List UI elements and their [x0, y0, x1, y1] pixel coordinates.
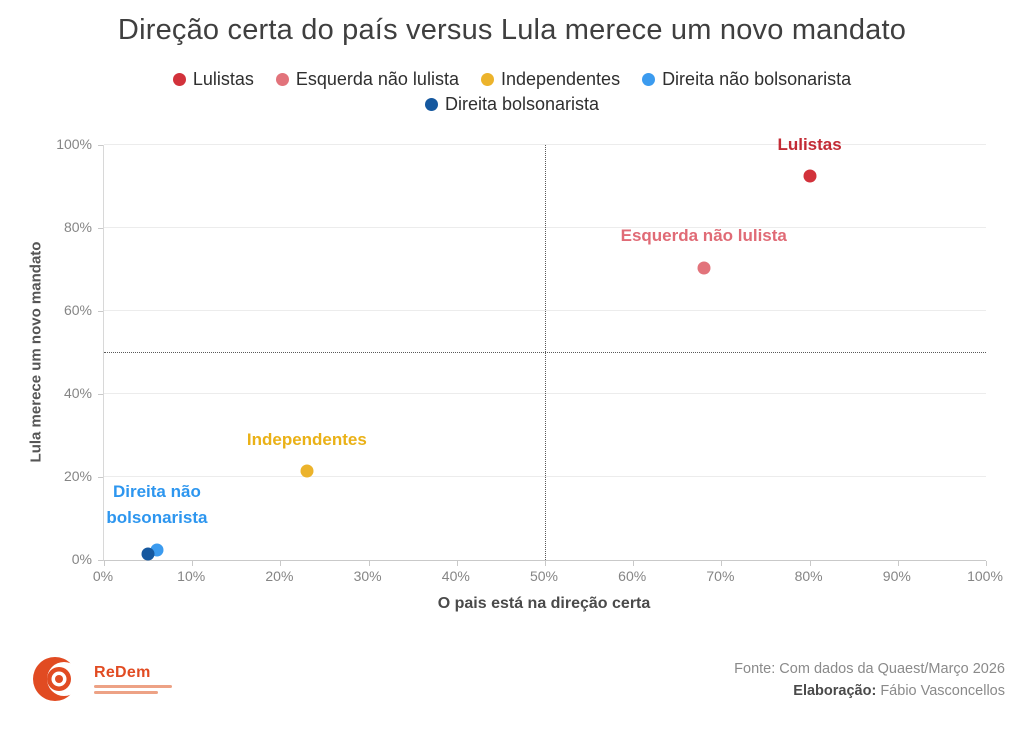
point-direita-bolsonarista — [141, 547, 155, 561]
legend-row-1: Lulistas Esquerda não lulista Independente… — [172, 69, 851, 90]
y-tick-mark-0 — [98, 560, 103, 561]
source-block: Fonte: Com dados da Quaest/Março 2026 El… — [734, 658, 1005, 702]
legend-item-esquerda-nao-lulista: Esquerda não lulista — [275, 69, 459, 90]
elaboration-label: Elaboração: — [793, 683, 877, 699]
x-tick-label-70: 70% — [706, 568, 735, 584]
x-tick-mark-100 — [986, 561, 987, 566]
legend-dot-esquerda-nao-lulista — [275, 73, 289, 86]
legend-item-lulistas: Lulistas — [172, 69, 254, 90]
point-label-direita-nao-bolsonarista: Direita não bolsonarista — [106, 482, 208, 528]
legend-item-direita-nao-bolsonarista: Direita não bolsonarista — [642, 69, 851, 90]
redem-logo-text: ReDem — [94, 664, 172, 694]
x-tick-label-100: 100% — [967, 568, 1003, 584]
source-line: Fonte: Com dados da Quaest/Março 2026 — [734, 661, 1005, 677]
redem-logo: ReDem — [30, 650, 172, 708]
legend-dot-independentes — [480, 73, 494, 86]
x-tick-mark-20 — [280, 561, 282, 566]
x-tick-mark-70 — [721, 561, 723, 566]
elaboration-name: Fábio Vasconcellos — [880, 683, 1005, 699]
y-tick-label-0: 0% — [71, 551, 92, 567]
y-tick-mark-60 — [98, 311, 103, 312]
y-axis-title: Lula merece um novo mandato — [27, 241, 45, 463]
x-tick-mark-30 — [368, 561, 370, 566]
scatter-chart: Lula merece um novo mandato Lulistas Esqu… — [0, 135, 1024, 635]
gridline-y-100 — [104, 144, 986, 145]
y-tick-label-20: 20% — [63, 468, 92, 484]
x-tick-mark-40 — [456, 561, 458, 566]
redem-logo-icon — [33, 657, 81, 701]
point-label-esquerda-nao-lulista: Esquerda não lulista — [620, 226, 787, 246]
x-tick-label-0: 0% — [92, 568, 114, 584]
redem-logo-tagline — [94, 685, 172, 688]
legend-dot-lulistas — [172, 73, 186, 86]
y-tick-mark-100 — [98, 145, 103, 146]
x-tick-label-50: 50% — [529, 568, 559, 584]
legend-label-esquerda-nao-lulista: Esquerda não lulista — [295, 69, 459, 89]
x-tick-mark-0 — [104, 561, 105, 566]
point-esquerda-nao-lulista — [697, 261, 711, 275]
x-tick-mark-50 — [545, 561, 546, 566]
point-independentes — [300, 464, 314, 478]
legend-dot-direita-bolsonarista — [424, 98, 438, 111]
x-tick-label-10: 10% — [177, 568, 206, 584]
legend-item-direita-bolsonarista: Direita bolsonarista — [424, 94, 600, 115]
legend-row-2: Direita bolsonarista — [424, 94, 600, 115]
chart-title: Direção certa do país versus Lula merece… — [117, 14, 907, 46]
y-tick-label-80: 80% — [63, 219, 92, 235]
redem-logo-tagline — [94, 691, 158, 694]
x-tick-mark-80 — [809, 561, 811, 566]
y-tick-label-100: 100% — [56, 136, 92, 152]
y-tick-mark-40 — [98, 394, 103, 395]
x-tick-label-30: 30% — [353, 568, 382, 584]
x-tick-label-80: 80% — [794, 568, 823, 584]
x-tick-mark-10 — [192, 561, 194, 566]
y-tick-label-60: 60% — [63, 302, 92, 318]
legend-label-lulistas: Lulistas — [192, 69, 254, 89]
elaboration-line: Elaboração: Fábio Vasconcellos — [734, 680, 1005, 702]
point-lulistas — [803, 169, 817, 183]
point-label-lulistas: Lulistas — [777, 134, 842, 154]
redem-logo-name: ReDem — [94, 664, 151, 681]
legend-dot-direita-nao-bolsonarista — [642, 73, 656, 86]
x-tick-mark-60 — [633, 561, 635, 566]
x-axis-title: O pais está na direção certa — [437, 595, 651, 612]
x-tick-label-60: 60% — [618, 568, 647, 584]
plot-area: Lulistas Esquerda não lulista Independente… — [103, 135, 987, 566]
reference-line-vertical — [545, 145, 546, 560]
y-tick-label-40: 40% — [63, 385, 92, 401]
legend-label-direita-bolsonarista: Direita bolsonarista — [444, 94, 600, 114]
x-tick-mark-90 — [897, 561, 899, 566]
x-tick-label-90: 90% — [882, 568, 911, 584]
legend-item-independentes: Independentes — [480, 69, 621, 90]
x-tick-label-40: 40% — [441, 568, 470, 584]
legend-label-direita-nao-bolsonarista: Direita não bolsonarista — [662, 69, 852, 89]
y-tick-mark-20 — [98, 477, 103, 478]
legend: Lulistas Esquerda não lulista Independente… — [0, 69, 1024, 115]
point-label-independentes: Independentes — [246, 429, 367, 449]
x-tick-label-20: 20% — [265, 568, 294, 584]
y-tick-mark-80 — [98, 228, 103, 229]
legend-label-independentes: Independentes — [500, 69, 621, 89]
